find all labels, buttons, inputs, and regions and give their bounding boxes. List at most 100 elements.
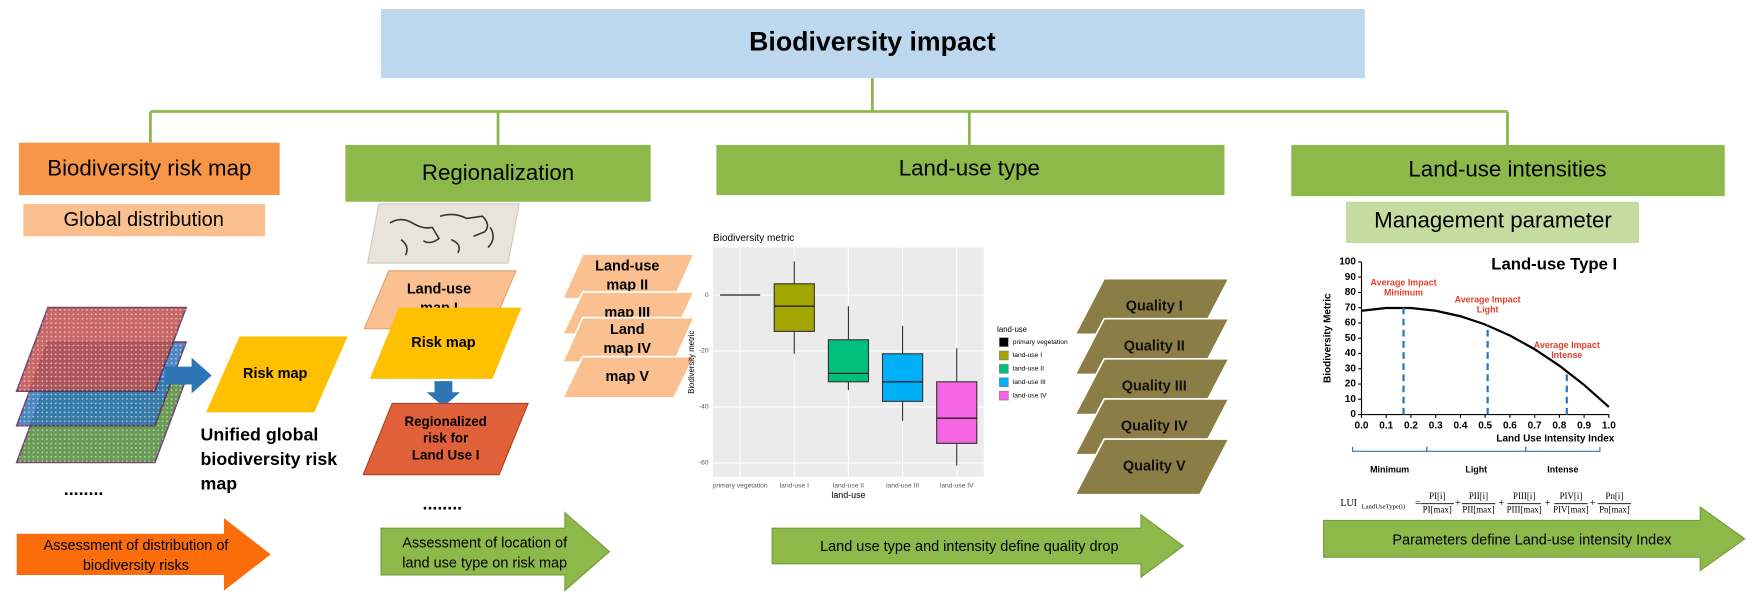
legend-swatch xyxy=(999,364,1009,374)
connectors xyxy=(149,78,1509,145)
label: 1.0 xyxy=(1602,420,1616,431)
label: risk for xyxy=(423,431,468,446)
label: Land Use I xyxy=(412,447,480,462)
label: land-use IV xyxy=(1013,392,1047,399)
quality-layer xyxy=(1073,438,1231,496)
header-box xyxy=(716,144,1225,196)
label: -40 xyxy=(699,404,709,411)
range-bracket xyxy=(1525,446,1601,452)
label: Biodiversity metric xyxy=(713,233,794,244)
label: map V xyxy=(606,369,650,385)
world-map-outline xyxy=(439,213,489,238)
label: Regionalized xyxy=(404,414,486,429)
title-box xyxy=(381,8,1365,79)
world-map-outline xyxy=(450,238,460,254)
formula-text: = xyxy=(1415,498,1421,509)
arrow xyxy=(426,381,461,407)
label: Regionalization xyxy=(422,160,574,185)
label: 60 xyxy=(1345,318,1357,329)
formula-text: + xyxy=(1499,498,1505,509)
label: land-use xyxy=(831,490,865,500)
label: primary vegetation xyxy=(1013,339,1068,346)
range-bracket xyxy=(1352,446,1428,452)
label: biodiversity risks xyxy=(83,558,189,574)
arrow xyxy=(380,511,611,592)
label: land-use IV xyxy=(940,483,974,490)
formula-text: Pn[i] xyxy=(1606,491,1624,501)
label: land-use II xyxy=(1013,366,1044,373)
legend-swatch xyxy=(999,350,1009,361)
label: Land-use type xyxy=(899,155,1040,180)
label: land use type on risk map xyxy=(402,556,567,572)
label: Light xyxy=(1477,304,1499,314)
label: land-use III xyxy=(1013,379,1046,386)
label: 100 xyxy=(1339,257,1356,268)
label: Intense xyxy=(1547,465,1578,475)
label: -60 xyxy=(699,460,709,467)
formula-text: PIV[i] xyxy=(1560,491,1583,501)
label: 0.0 xyxy=(1355,420,1369,431)
box xyxy=(936,381,978,444)
arrow xyxy=(771,513,1185,579)
label: Quality I xyxy=(1126,298,1183,314)
label: Land Use Intensity Index xyxy=(1496,434,1614,445)
header-box xyxy=(1291,144,1725,197)
legend-swatch xyxy=(999,390,1009,401)
arrow xyxy=(164,357,212,394)
formula-text: + xyxy=(1545,498,1551,509)
label: Management parameter xyxy=(1374,208,1612,233)
formula-text: PIII[max] xyxy=(1507,504,1542,514)
formula-text: LandUseType(i) xyxy=(1362,504,1406,511)
formula-text: LUI xyxy=(1340,498,1357,509)
legend-swatch xyxy=(999,377,1009,387)
arrow xyxy=(1323,505,1746,572)
legend-swatch xyxy=(999,337,1009,347)
label: 0.1 xyxy=(1379,420,1393,431)
label: land-use I xyxy=(780,483,809,490)
map-layer-texture xyxy=(16,307,187,392)
range-bracket xyxy=(1426,446,1527,452)
label: 10 xyxy=(1345,394,1357,405)
label: Land-use Type I xyxy=(1491,255,1617,274)
label: land-use III xyxy=(886,483,919,490)
label: 0.9 xyxy=(1577,420,1591,431)
label: Land-use xyxy=(407,282,471,298)
subheader-box xyxy=(23,203,266,237)
label: Risk map xyxy=(411,335,475,351)
land-use-map xyxy=(561,355,696,399)
formula-text: PI[i] xyxy=(1429,491,1445,501)
label: land-use I xyxy=(1013,352,1042,359)
label: 0.5 xyxy=(1478,420,1492,431)
label: 0.4 xyxy=(1453,420,1467,431)
label: Quality II xyxy=(1124,338,1185,354)
label: Parameters define Land-use intensity Ind… xyxy=(1392,532,1672,548)
formula-text: PII[i] xyxy=(1469,491,1488,501)
label: 90 xyxy=(1345,272,1357,283)
label: 0 xyxy=(1350,409,1356,420)
label: 0.7 xyxy=(1528,420,1542,431)
formula-text: PI[max] xyxy=(1423,504,1452,514)
label: Risk map xyxy=(243,366,307,382)
formula-text: PIV[max] xyxy=(1553,504,1589,514)
label: Biodiversity metric xyxy=(687,331,696,394)
formula-text: PII[max] xyxy=(1462,504,1494,514)
label: Average Impact xyxy=(1371,278,1437,288)
label: land-use xyxy=(997,325,1027,334)
formula-text: + xyxy=(1455,498,1461,509)
arrow xyxy=(16,518,271,591)
label: Average Impact xyxy=(1534,340,1600,350)
label: primary vegetation xyxy=(713,483,768,490)
label: Light xyxy=(1465,465,1487,475)
label: Minimum xyxy=(1370,465,1409,475)
label: -20 xyxy=(699,348,709,355)
label: Unified global xyxy=(201,424,319,444)
label: Assessment of location of xyxy=(402,536,568,552)
label: Land xyxy=(610,322,645,338)
label: 50 xyxy=(1345,333,1357,344)
label: Biodiversity Metric xyxy=(1323,293,1334,383)
label: Minimum xyxy=(1384,288,1423,298)
world-map xyxy=(367,203,520,264)
label: Quality V xyxy=(1123,459,1186,475)
box xyxy=(773,283,815,332)
